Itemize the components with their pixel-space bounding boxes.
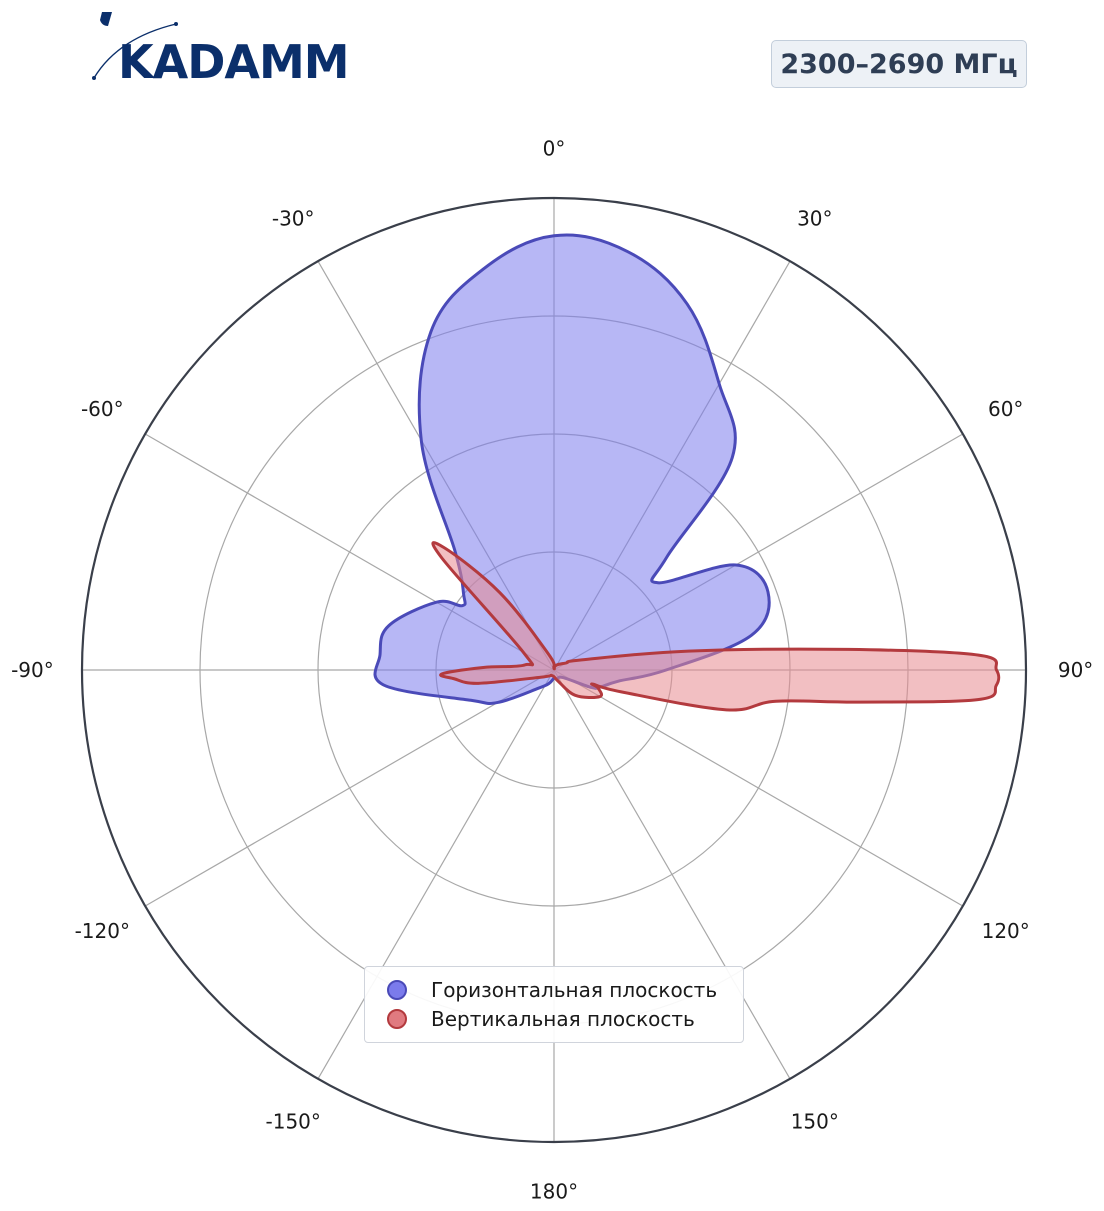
- angle-tick-label-6: 180°: [530, 1180, 578, 1204]
- angle-tick-label-8: -120°: [75, 919, 130, 943]
- frequency-badge: 2300–2690 МГц: [771, 40, 1027, 88]
- angle-tick-label-10: -60°: [81, 397, 124, 421]
- angle-spoke-8: [144, 669, 555, 907]
- angle-labels: 0° 30° 60° 90° 120° 150° 180° -150° -120° -90° -60…: [11, 136, 1093, 1203]
- angle-tick-label-0: 0°: [543, 136, 566, 160]
- brand-name: KADAMM: [118, 35, 349, 88]
- series-1-pattern: [431, 541, 1001, 712]
- angle-tick-label-5: 150°: [791, 1110, 839, 1134]
- legend-marker-vertical: [387, 1008, 407, 1029]
- angle-spoke-4: [553, 669, 964, 907]
- series-0-pattern: [373, 233, 771, 706]
- outer-layer: [80, 196, 1028, 1144]
- angle-tick-label-4: 120°: [982, 919, 1030, 943]
- polar-outer-circle: [80, 196, 1028, 1144]
- angle-tick-label-9: -90°: [11, 658, 54, 682]
- angle-tick-label-3: 90°: [1058, 658, 1093, 682]
- legend-label-vertical: Вертикальная плоскость: [431, 1006, 695, 1031]
- angle-tick-label-2: 60°: [988, 397, 1023, 421]
- kadamm-logo: KADAMM: [92, 12, 350, 88]
- legend-item-horizontal: Горизонтальная плоскость: [387, 975, 743, 1004]
- legend-marker-horizontal: [387, 979, 407, 1000]
- angle-spoke-7: [317, 669, 555, 1080]
- series-layer: [373, 233, 1001, 712]
- legend-item-vertical: Вертикальная плоскость: [387, 1004, 743, 1033]
- angle-spoke-5: [553, 669, 791, 1080]
- angle-tick-label-1: 30°: [797, 206, 832, 230]
- legend-label-horizontal: Горизонтальная плоскость: [431, 977, 718, 1002]
- angle-tick-label-11: -30°: [272, 206, 315, 230]
- angle-tick-label-7: -150°: [266, 1110, 321, 1134]
- chart-legend: Горизонтальная плоскость Вертикальная пл…: [364, 966, 744, 1043]
